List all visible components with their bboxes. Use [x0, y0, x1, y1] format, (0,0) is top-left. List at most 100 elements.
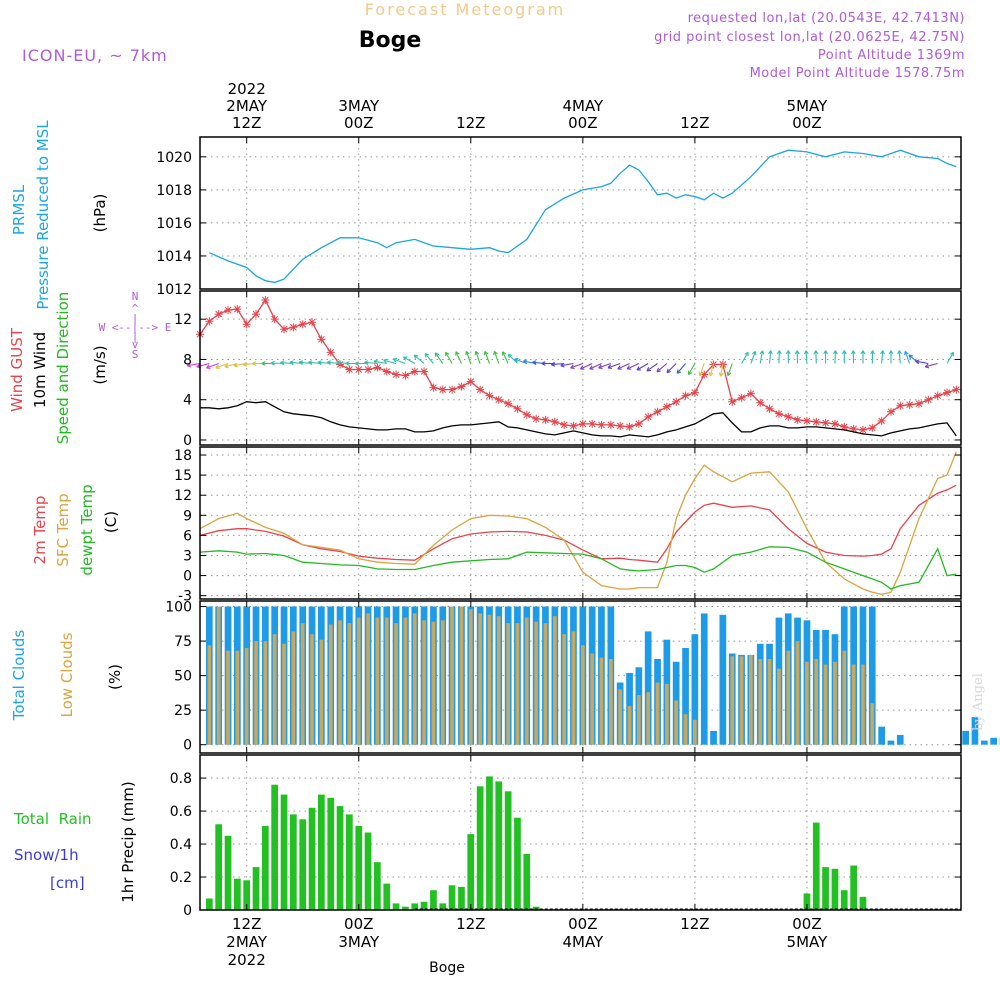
- temp-sfc-label: SFC Temp: [54, 493, 72, 566]
- bar-total-rain: [514, 817, 521, 910]
- top-time-label: 12Z: [232, 114, 261, 132]
- top-time-label: 3MAY: [338, 97, 380, 115]
- wind-direction-arrow: [785, 350, 791, 364]
- gust-point: [942, 388, 951, 397]
- gust-point: [560, 420, 569, 429]
- gust-point: [326, 348, 335, 357]
- compass-down: v: [132, 338, 139, 351]
- gust-point: [448, 385, 457, 394]
- gust-point: [224, 306, 233, 315]
- gust-point: [485, 391, 494, 400]
- bar-low-clouds: [328, 624, 333, 745]
- gust-point: [261, 296, 270, 305]
- gust-point: [756, 398, 765, 407]
- gust-point: [466, 377, 475, 386]
- gust-point: [280, 325, 289, 334]
- bar-low-clouds: [487, 614, 492, 745]
- bar-low-clouds: [590, 653, 594, 745]
- wind-direction-arrow: [474, 350, 481, 364]
- wind-direction-arrow: [570, 362, 583, 370]
- wind-direction-arrow: [813, 350, 819, 364]
- bottom-time-label: 00Z: [344, 915, 373, 933]
- bar-total-clouds: [719, 614, 727, 745]
- bar-low-clouds: [842, 650, 847, 745]
- top-time-label: 12Z: [680, 114, 709, 132]
- credit-watermark: by Angel: [971, 673, 986, 731]
- bar-low-clouds: [524, 617, 529, 745]
- bar-low-clouds: [366, 613, 370, 745]
- y-tick-label: 0: [183, 433, 192, 449]
- bar-low-clouds: [767, 659, 772, 745]
- gust-point: [270, 315, 279, 324]
- chart-title: Forecast Meteogram: [365, 0, 565, 19]
- point-altitude: Point Altitude 1369m: [818, 48, 965, 63]
- bar-total-rain: [336, 806, 344, 910]
- bar-total-rain: [355, 825, 363, 910]
- gust-point: [541, 415, 550, 424]
- bar-total-rain: [803, 893, 811, 910]
- gust-point: [550, 417, 559, 426]
- gust-point: [700, 370, 709, 379]
- wind-direction-label: Speed and Direction: [54, 292, 72, 445]
- bar-total-clouds: [644, 631, 652, 745]
- bar-total-rain: [420, 901, 428, 910]
- bar-total-rain: [271, 784, 278, 910]
- wind-direction-arrow: [403, 356, 416, 364]
- panel-frame-wind: [199, 290, 962, 446]
- bar-low-clouds: [412, 613, 417, 745]
- wind-direction-arrow: [656, 363, 668, 373]
- bottom-time-label: 2022: [228, 951, 266, 969]
- gust-point: [205, 317, 214, 326]
- bar-low-clouds: [450, 606, 454, 745]
- rain-label: Total Rain: [13, 810, 92, 828]
- gust-point: [597, 420, 606, 429]
- bar-low-clouds: [795, 641, 800, 745]
- bar-total-rain: [299, 819, 307, 910]
- wind-direction-arrow: [823, 350, 828, 364]
- y-tick-label: 100: [165, 600, 192, 616]
- gust-point: [354, 365, 363, 374]
- gust-point: [438, 385, 447, 394]
- bar-low-clouds: [254, 641, 258, 745]
- y-tick-label: 15: [174, 468, 192, 484]
- gust-point: [578, 419, 587, 428]
- wind-direction-arrow: [646, 363, 658, 372]
- bar-total-rain: [850, 865, 857, 910]
- bar-low-clouds: [291, 631, 296, 745]
- y-tick-label: 6: [183, 528, 192, 544]
- wind-direction-arrow: [392, 357, 406, 365]
- bar-total-rain: [290, 814, 297, 910]
- wind-direction-arrow: [434, 352, 444, 364]
- bar-low-clouds: [310, 634, 314, 745]
- gust-point: [849, 424, 858, 433]
- gust-point: [868, 423, 877, 432]
- bar-total-clouds: [868, 606, 876, 745]
- y-tick-label: 12: [174, 488, 192, 504]
- wind-compass: N^|W <--|--> E|vS: [99, 290, 172, 361]
- bar-total-rain: [402, 906, 409, 910]
- y-tick-label: 0.8: [170, 771, 192, 787]
- gust-point: [737, 393, 746, 402]
- y-tick-label: 75: [174, 634, 192, 650]
- bar-total-rain: [392, 903, 400, 910]
- bar-low-clouds: [814, 659, 819, 745]
- wind-direction-arrow: [215, 362, 229, 370]
- wind-direction-arrow: [413, 354, 425, 364]
- wind-direction-arrow: [666, 363, 677, 374]
- grid-point-coords: grid point closest lon,lat (20.0625E, 42…: [654, 30, 965, 45]
- gust-point: [914, 399, 923, 408]
- snow-label: Snow/1h: [14, 846, 79, 864]
- gust-point: [214, 310, 223, 319]
- model-point-altitude: Model Point Altitude 1578.75m: [750, 66, 965, 81]
- bar-total-rain: [532, 906, 540, 910]
- model-label: ICON-EU, ~ 7km: [22, 46, 168, 65]
- wind-direction-arrow: [507, 353, 518, 364]
- bar-total-clouds: [887, 740, 895, 745]
- compass-we: W <--|--> E: [99, 321, 172, 334]
- compass-bar: |: [132, 312, 139, 325]
- bar-total-clouds: [990, 737, 997, 745]
- y-tick-label: 1020: [156, 150, 192, 166]
- gust-point: [728, 397, 737, 406]
- y-tick-label: 3: [183, 548, 192, 564]
- gust-point: [896, 401, 905, 410]
